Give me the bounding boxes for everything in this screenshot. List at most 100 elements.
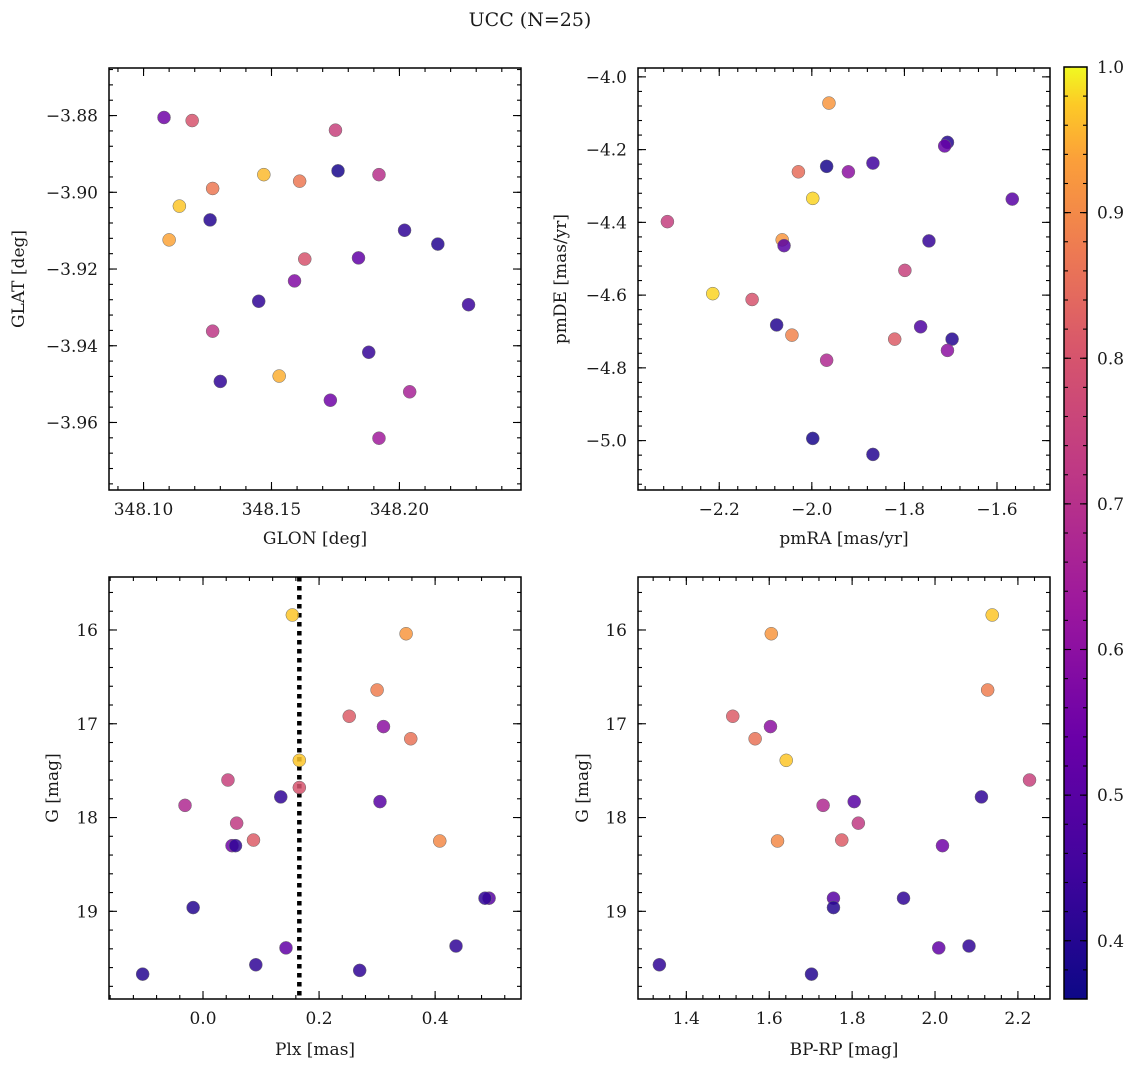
scatter-point — [323, 393, 338, 407]
x-tick-label: 348.20 — [370, 500, 429, 520]
scatter-point — [822, 96, 836, 110]
scatter-point — [298, 252, 312, 266]
axis-ticks: −2.2 −2.0 −1.8 −1.6 −4.0 −4.2 −4.4 −4.6 −4.8 −5.0 — [586, 68, 1050, 520]
y-tick-label: −3.94 — [46, 337, 98, 357]
x-tick-label: 2.2 — [1004, 1009, 1031, 1029]
scatter-point — [205, 181, 220, 196]
y-tick-label: −3.96 — [46, 413, 98, 433]
scatter-point — [402, 385, 417, 399]
scatter-point — [185, 113, 199, 128]
scatter-point — [940, 343, 955, 358]
scatter-point — [351, 251, 366, 265]
scatter-point — [726, 709, 740, 724]
scatter-point — [1005, 192, 1020, 206]
scatter-point — [652, 958, 667, 972]
y-tick-label: −3.92 — [46, 260, 98, 280]
y-axis-label: GLAT [deg] — [9, 230, 29, 328]
panel-pmra-pmde: −2.2 −2.0 −1.8 −1.6 −4.0 −4.2 −4.4 −4.6 −4.8 −5.0… — [551, 67, 1051, 549]
scatter-point — [431, 237, 445, 251]
scatter-point — [819, 159, 834, 174]
scatter-point — [962, 939, 976, 953]
scatter-point — [162, 233, 176, 247]
scatter-point — [779, 753, 793, 768]
scatter-point — [372, 431, 386, 445]
y-tick-label: 16 — [605, 621, 627, 641]
scatter-point — [866, 447, 880, 462]
y-tick-label: 19 — [605, 902, 627, 922]
scatter-point — [851, 816, 866, 830]
x-axis-label: Plx [mas] — [275, 1040, 355, 1060]
scatter-point — [745, 292, 759, 307]
colorbar-tick-label: 0.7 — [1097, 495, 1124, 515]
x-axis-label: GLON [deg] — [263, 529, 367, 549]
colorbar-ticks: 0.4 0.5 0.6 0.7 0.8 0.9 1.0 — [1064, 58, 1124, 971]
scatter-point — [292, 753, 307, 768]
y-axis-label: G [mag] — [43, 753, 63, 822]
scatter-points — [157, 110, 476, 445]
scatter-points — [652, 608, 1037, 981]
scatter-point — [835, 833, 849, 847]
scatter-point — [328, 123, 343, 137]
scatter-point — [246, 833, 261, 847]
x-tick-label: 348.10 — [114, 500, 173, 520]
scatter-point — [896, 891, 911, 905]
scatter-point — [228, 838, 243, 853]
scatter-point — [399, 626, 413, 641]
scatter-points — [135, 577, 496, 999]
scatter-point — [866, 156, 880, 170]
scatter-point — [251, 294, 266, 309]
axis-ticks: 348.10 348.15 348.20 −3.88 −3.90 −3.92 −3.94 −3… — [46, 68, 521, 520]
scatter-point — [922, 234, 936, 248]
scatter-point — [397, 223, 412, 238]
scatter-point — [913, 320, 928, 334]
scatter-point — [937, 139, 952, 153]
y-tick-label: 16 — [76, 621, 98, 641]
scatter-point — [292, 780, 307, 795]
scatter-point — [932, 941, 946, 955]
scatter-point — [748, 732, 762, 746]
scatter-point — [433, 834, 447, 848]
colorbar-tick-label: 0.8 — [1097, 349, 1124, 369]
scatter-point — [292, 174, 307, 188]
x-axis-label: BP-RP [mag] — [790, 1040, 899, 1060]
scatter-point — [1022, 773, 1037, 787]
scatter-point — [935, 838, 950, 853]
scatter-points — [660, 96, 1020, 462]
y-tick-label: −4.8 — [586, 359, 627, 379]
figure-title: UCC (N=25) — [469, 9, 592, 31]
colorbar-gradient — [1064, 67, 1087, 999]
panel-bprp-g: 1.4 1.6 1.8 2.0 2.2 16 17 18 19 BP-RP [mag] G [m… — [573, 576, 1051, 1060]
y-axis-label: pmDE [mas/yr] — [551, 214, 571, 344]
x-tick-label: 2.0 — [921, 1009, 948, 1029]
scatter-point — [974, 790, 989, 804]
scatter-point — [706, 286, 720, 301]
plot-frame — [637, 576, 1051, 1000]
scatter-point — [287, 274, 302, 288]
y-tick-label: −3.88 — [46, 107, 98, 127]
x-tick-label: −1.8 — [884, 500, 925, 520]
colorbar-tick-label: 0.5 — [1097, 786, 1124, 806]
scatter-point — [826, 900, 841, 915]
x-tick-label: 1.8 — [839, 1009, 866, 1029]
scatter-point — [791, 165, 806, 179]
scatter-point — [274, 790, 288, 804]
colorbar-tick-label: 0.6 — [1097, 641, 1124, 661]
x-axis-label: pmRA [mas/yr] — [779, 529, 908, 549]
colorbar-tick-label: 1.0 — [1097, 58, 1124, 78]
y-tick-label: −3.90 — [46, 183, 98, 203]
y-tick-label: 18 — [76, 809, 98, 829]
scatter-point — [186, 900, 200, 915]
scatter-point — [376, 719, 391, 734]
scatter-point — [221, 773, 235, 787]
scatter-point — [172, 199, 187, 213]
plot-frame — [637, 67, 1051, 491]
scatter-point — [980, 683, 995, 697]
scatter-point — [841, 165, 856, 179]
scatter-point — [342, 709, 356, 724]
scatter-point — [279, 941, 293, 955]
colorbar-frame — [1063, 66, 1088, 1000]
x-tick-label: 1.6 — [756, 1009, 783, 1029]
panel-glon-glat: 348.10 348.15 348.20 −3.88 −3.90 −3.92 −3.94 −3… — [9, 67, 522, 549]
scatter-point — [272, 369, 286, 383]
